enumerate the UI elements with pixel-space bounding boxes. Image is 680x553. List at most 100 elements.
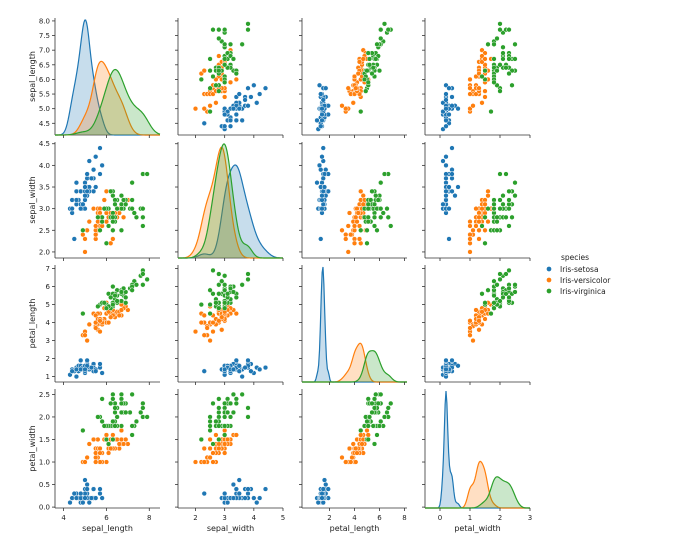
point-Iris-virginica bbox=[506, 70, 512, 77]
point-Iris-virginica bbox=[207, 68, 213, 74]
point-Iris-setosa bbox=[443, 366, 449, 373]
point-Iris-setosa bbox=[318, 167, 324, 173]
point-Iris-virginica bbox=[114, 414, 120, 420]
point-Iris-virginica bbox=[361, 76, 368, 83]
point-Iris-virginica bbox=[488, 310, 494, 317]
y-tick-label-sepal_length: 4.5 bbox=[39, 120, 50, 128]
point-Iris-versicolor bbox=[476, 236, 482, 242]
point-Iris-setosa bbox=[82, 197, 88, 203]
point-Iris-versicolor bbox=[97, 328, 103, 335]
point-Iris-virginica bbox=[133, 282, 140, 288]
point-Iris-setosa bbox=[86, 158, 92, 164]
point-Iris-virginica bbox=[373, 193, 379, 199]
point-Iris-versicolor bbox=[485, 188, 491, 194]
point-Iris-virginica bbox=[233, 400, 239, 407]
y-tick-label-sepal_width: 4.5 bbox=[39, 140, 50, 148]
point-Iris-virginica bbox=[129, 423, 135, 429]
panel-sepal_width-vs-sepal_length bbox=[54, 142, 160, 259]
point-Iris-virginica bbox=[227, 400, 234, 407]
point-Iris-setosa bbox=[443, 91, 449, 97]
point-Iris-virginica bbox=[363, 88, 369, 94]
point-Iris-versicolor bbox=[97, 445, 103, 452]
x-tick-label-sepal_width: 2 bbox=[193, 514, 197, 522]
point-Iris-virginica bbox=[198, 436, 204, 443]
point-Iris-virginica bbox=[378, 214, 384, 220]
point-Iris-virginica bbox=[358, 108, 364, 115]
point-Iris-versicolor bbox=[99, 223, 105, 229]
point-Iris-virginica bbox=[198, 76, 204, 83]
point-Iris-virginica bbox=[108, 400, 114, 407]
point-Iris-setosa bbox=[236, 490, 242, 497]
point-Iris-virginica bbox=[503, 271, 509, 277]
point-Iris-virginica bbox=[216, 88, 222, 94]
point-Iris-setosa bbox=[449, 175, 455, 182]
point-Iris-setosa bbox=[236, 363, 242, 369]
kde-line-Iris-virginica bbox=[425, 476, 531, 509]
point-Iris-virginica bbox=[385, 27, 391, 33]
point-Iris-versicolor bbox=[210, 319, 216, 326]
point-Iris-virginica bbox=[144, 171, 150, 177]
point-Iris-virginica bbox=[512, 180, 518, 186]
point-Iris-setosa bbox=[262, 364, 269, 371]
point-Iris-setosa bbox=[319, 490, 325, 497]
y-tick-label-sepal_length: 6.0 bbox=[39, 76, 50, 84]
point-Iris-setosa bbox=[262, 486, 269, 492]
point-Iris-versicolor bbox=[210, 328, 216, 335]
point-Iris-virginica bbox=[373, 56, 379, 62]
point-Iris-versicolor bbox=[358, 432, 364, 438]
point-Iris-virginica bbox=[380, 210, 386, 216]
point-Iris-virginica bbox=[485, 206, 491, 212]
point-Iris-virginica bbox=[482, 214, 488, 220]
point-Iris-setosa bbox=[84, 357, 90, 364]
point-Iris-versicolor bbox=[204, 325, 210, 331]
point-Iris-virginica bbox=[233, 396, 239, 402]
point-Iris-setosa bbox=[227, 123, 234, 129]
y-tick-label-petal_width: 2.0 bbox=[39, 413, 50, 421]
point-Iris-versicolor bbox=[90, 436, 97, 443]
point-Iris-virginica bbox=[485, 41, 491, 47]
point-Iris-versicolor bbox=[479, 206, 485, 212]
point-Iris-setosa bbox=[82, 193, 88, 199]
point-Iris-versicolor bbox=[482, 316, 488, 322]
point-Iris-virginica bbox=[216, 35, 222, 42]
point-Iris-setosa bbox=[325, 486, 331, 492]
point-Iris-virginica bbox=[482, 240, 488, 246]
point-Iris-virginica bbox=[222, 41, 228, 47]
point-Iris-versicolor bbox=[207, 445, 213, 452]
point-Iris-versicolor bbox=[108, 445, 114, 452]
point-Iris-versicolor bbox=[476, 85, 482, 91]
point-Iris-virginica bbox=[210, 267, 216, 274]
point-Iris-setosa bbox=[222, 123, 228, 129]
point-Iris-versicolor bbox=[93, 231, 99, 238]
point-Iris-versicolor bbox=[201, 445, 207, 452]
point-Iris-versicolor bbox=[201, 332, 207, 338]
point-Iris-setosa bbox=[73, 366, 80, 373]
point-Iris-setosa bbox=[443, 175, 449, 182]
legend-label-setosa: Iris-setosa bbox=[560, 265, 599, 274]
point-Iris-virginica bbox=[140, 223, 146, 229]
point-Iris-virginica bbox=[506, 285, 512, 292]
point-Iris-virginica bbox=[118, 396, 125, 402]
point-Iris-virginica bbox=[110, 301, 116, 308]
y-tick-label-sepal_length: 5.0 bbox=[39, 105, 50, 113]
point-Iris-versicolor bbox=[358, 188, 364, 194]
point-Iris-versicolor bbox=[97, 450, 103, 456]
point-Iris-setosa bbox=[93, 368, 99, 374]
point-Iris-virginica bbox=[216, 405, 222, 411]
point-Iris-setosa bbox=[320, 499, 326, 506]
point-Iris-virginica bbox=[112, 409, 118, 416]
point-Iris-setosa bbox=[319, 193, 325, 199]
point-Iris-virginica bbox=[227, 41, 234, 47]
kde-fill-Iris-virginica bbox=[55, 69, 160, 135]
point-Iris-virginica bbox=[129, 432, 135, 438]
point-Iris-virginica bbox=[110, 218, 116, 225]
kde-fill-Iris-virginica bbox=[425, 476, 530, 508]
point-Iris-virginica bbox=[497, 88, 503, 94]
point-Iris-virginica bbox=[375, 400, 381, 407]
point-Iris-versicolor bbox=[93, 223, 99, 229]
point-Iris-versicolor bbox=[222, 450, 228, 456]
point-Iris-virginica bbox=[140, 405, 146, 411]
point-Iris-setosa bbox=[251, 495, 257, 501]
y-tick-label-sepal_width: 2.0 bbox=[39, 248, 50, 256]
point-Iris-virginica bbox=[222, 273, 228, 279]
